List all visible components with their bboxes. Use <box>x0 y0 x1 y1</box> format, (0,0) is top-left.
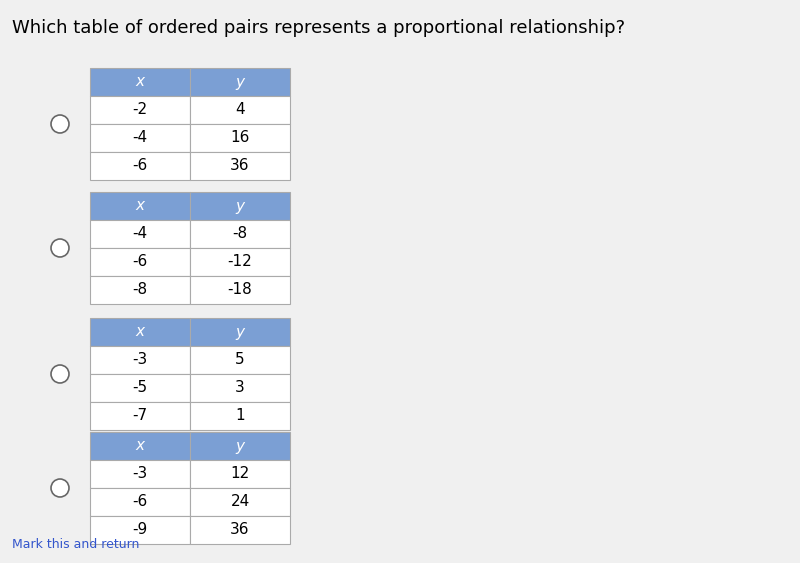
Bar <box>190 248 290 276</box>
Text: 5: 5 <box>235 352 245 368</box>
Text: -6: -6 <box>132 254 148 270</box>
Text: -7: -7 <box>133 409 147 423</box>
Text: y: y <box>235 324 245 339</box>
Text: y: y <box>235 199 245 213</box>
Bar <box>190 276 290 304</box>
Bar <box>90 248 190 276</box>
Text: -6: -6 <box>132 494 148 510</box>
Text: -8: -8 <box>233 226 247 242</box>
Bar <box>190 152 290 180</box>
Text: 12: 12 <box>230 467 250 481</box>
Bar <box>90 460 190 488</box>
Bar <box>190 488 290 516</box>
Bar <box>190 68 290 96</box>
Text: -9: -9 <box>132 522 148 538</box>
Text: Which table of ordered pairs represents a proportional relationship?: Which table of ordered pairs represents … <box>12 19 625 37</box>
Text: 16: 16 <box>230 131 250 145</box>
Bar <box>190 124 290 152</box>
Bar <box>190 318 290 346</box>
Text: -6: -6 <box>132 159 148 173</box>
Bar <box>190 220 290 248</box>
Bar <box>190 460 290 488</box>
Bar <box>90 516 190 544</box>
Text: 24: 24 <box>230 494 250 510</box>
Bar <box>190 402 290 430</box>
Bar <box>90 96 190 124</box>
Text: -5: -5 <box>133 381 147 395</box>
Text: 1: 1 <box>235 409 245 423</box>
Text: -4: -4 <box>133 226 147 242</box>
Circle shape <box>51 365 69 383</box>
Bar <box>90 192 190 220</box>
Bar <box>90 488 190 516</box>
Bar <box>90 220 190 248</box>
Text: -12: -12 <box>228 254 252 270</box>
Text: -4: -4 <box>133 131 147 145</box>
Text: y: y <box>235 439 245 454</box>
Text: -18: -18 <box>228 283 252 297</box>
Text: x: x <box>135 324 145 339</box>
Circle shape <box>51 479 69 497</box>
Text: 3: 3 <box>235 381 245 395</box>
Text: 4: 4 <box>235 102 245 118</box>
Bar <box>90 402 190 430</box>
Bar <box>90 68 190 96</box>
Circle shape <box>51 115 69 133</box>
Bar <box>90 124 190 152</box>
Bar <box>190 374 290 402</box>
Text: x: x <box>135 199 145 213</box>
Text: y: y <box>235 74 245 90</box>
Bar <box>90 152 190 180</box>
Text: x: x <box>135 439 145 454</box>
Bar <box>190 432 290 460</box>
Text: x: x <box>135 74 145 90</box>
Text: -3: -3 <box>132 467 148 481</box>
Bar <box>190 96 290 124</box>
Bar <box>90 318 190 346</box>
Bar <box>90 346 190 374</box>
Text: -2: -2 <box>133 102 147 118</box>
Circle shape <box>51 239 69 257</box>
Bar <box>190 346 290 374</box>
Bar <box>190 516 290 544</box>
Bar <box>190 192 290 220</box>
Text: 36: 36 <box>230 159 250 173</box>
Text: -8: -8 <box>133 283 147 297</box>
Text: -3: -3 <box>132 352 148 368</box>
Bar <box>90 374 190 402</box>
Text: Mark this and return: Mark this and return <box>12 538 139 552</box>
Bar <box>90 276 190 304</box>
Text: 36: 36 <box>230 522 250 538</box>
Bar <box>90 432 190 460</box>
